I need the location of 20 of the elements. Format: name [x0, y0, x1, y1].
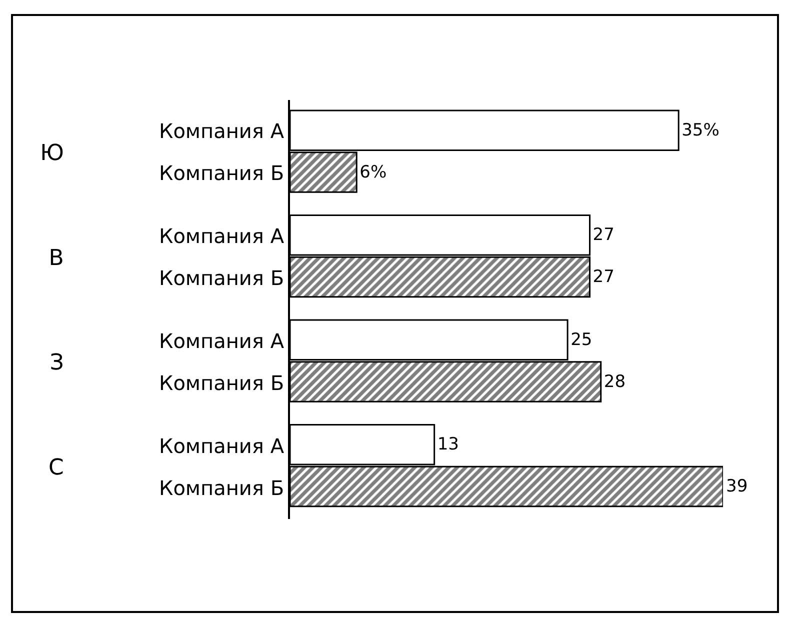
text: Компания А	[159, 329, 284, 353]
text: Компания Б	[159, 371, 284, 395]
y-tick-label: Ю	[40, 141, 64, 166]
data-label: 35%	[682, 120, 720, 140]
text: Компания Б	[159, 476, 284, 500]
data-label: 27	[592, 225, 614, 246]
text: Компания А	[159, 224, 284, 248]
series-label: Компания А	[159, 119, 284, 143]
text: Компания Б	[159, 266, 284, 290]
text: Компания А	[159, 434, 284, 458]
data-label: 25	[570, 330, 592, 350]
series-label: Компания Б	[159, 161, 284, 185]
data-label: 28	[604, 372, 626, 392]
y-tick-label: З	[50, 350, 64, 376]
data-label: 6%	[360, 162, 387, 182]
data-label: 27	[592, 267, 614, 288]
data-label: 13	[437, 434, 459, 455]
y-tick-label: В	[48, 246, 64, 271]
data-label: 39	[726, 476, 748, 497]
y-tick-label: С	[48, 455, 64, 480]
